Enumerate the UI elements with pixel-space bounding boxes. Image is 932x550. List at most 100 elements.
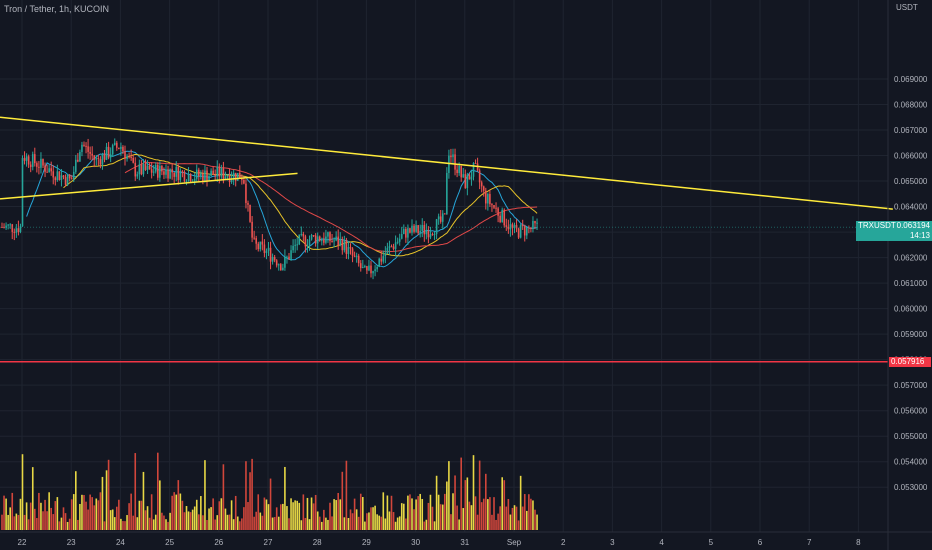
volume-bar: [99, 492, 102, 530]
volume-bar: [34, 508, 36, 530]
volume-bar: [257, 494, 260, 530]
candle-body: [181, 171, 184, 173]
candle-body: [503, 209, 506, 226]
volume-bar: [271, 517, 274, 530]
candle-body: [83, 144, 85, 146]
volume-bar: [511, 507, 514, 530]
volume-bar: [376, 514, 378, 530]
volume-bar: [11, 492, 14, 530]
volume-bar: [411, 498, 413, 530]
volume-bar: [175, 494, 178, 530]
y-tick-label: 0.054000: [894, 458, 928, 467]
volume-bar: [480, 502, 483, 530]
volume-bar: [15, 513, 18, 530]
volume-bar: [318, 516, 321, 530]
candle-body: [507, 226, 510, 230]
volume-bar: [56, 497, 59, 530]
volume-bar: [245, 461, 247, 530]
volume-bar: [144, 510, 147, 530]
volume-bar: [343, 517, 346, 530]
volume-bar: [435, 475, 438, 530]
descending-trendline[interactable]: [0, 116, 893, 210]
candle-body: [532, 220, 534, 229]
candle-body: [446, 172, 448, 215]
volume-bar: [72, 494, 75, 530]
candle-body: [165, 169, 167, 175]
candle-body: [515, 225, 518, 229]
volume-bar: [169, 512, 171, 530]
candle-body: [335, 236, 337, 241]
time-axis[interactable]: 22 23 24 25 26 27 28 29 30 31 Sep 2 3 4 5 6 7 8: [0, 531, 932, 547]
candle-body: [179, 171, 182, 180]
candle-body: [470, 176, 473, 180]
candle-body: [79, 151, 81, 162]
volume-bar: [126, 515, 128, 530]
volume-bar: [372, 507, 374, 530]
y-tick-label: 0.069000: [894, 75, 928, 84]
candle-body: [21, 158, 24, 227]
candle-body: [298, 234, 301, 245]
candle-body: [126, 156, 128, 159]
candle-body: [202, 173, 204, 182]
volume-bar: [312, 503, 315, 530]
candle-body: [157, 164, 159, 178]
volume-bar: [284, 466, 286, 530]
candle-body: [362, 267, 364, 269]
candle-body: [425, 230, 428, 235]
candle-body: [312, 235, 315, 237]
price-tag-symbol: TRXUSDT: [858, 221, 896, 231]
candle-body: [77, 159, 79, 162]
y-tick-label: 0.067000: [894, 126, 928, 135]
candle-body: [171, 169, 173, 173]
volume-bar: [292, 502, 294, 530]
candle-body: [495, 207, 497, 209]
volume-bar: [247, 502, 249, 530]
candle-body: [286, 256, 288, 258]
candle-body: [530, 227, 532, 229]
volume-bar: [472, 455, 475, 530]
candle-body: [482, 186, 485, 191]
candle-body: [300, 233, 303, 235]
candle-body: [419, 230, 421, 234]
volume-bar: [444, 493, 446, 530]
ascending-trendline[interactable]: [0, 172, 298, 200]
candle-body: [66, 174, 69, 185]
candle-body: [159, 166, 161, 178]
candle-body: [124, 151, 126, 159]
volume-bar: [470, 505, 473, 530]
volume-bar: [333, 499, 335, 530]
candle-body: [351, 248, 354, 256]
volume-bar: [345, 460, 348, 530]
volume-bar: [378, 515, 380, 530]
candle-body: [390, 246, 393, 248]
price-axis[interactable]: 0.069000 0.068000 0.067000 0.066000 0.065000…: [887, 0, 928, 550]
candle-body: [1, 226, 3, 228]
volume-bar: [341, 471, 344, 530]
candle-body: [257, 243, 260, 250]
volume-bar: [167, 521, 169, 530]
candle-body: [27, 156, 30, 165]
candle-body: [169, 169, 171, 179]
candle-body: [456, 169, 458, 174]
volume-bar: [54, 501, 57, 530]
volume-bar: [150, 494, 153, 530]
volume-bar: [491, 514, 493, 530]
candle-body: [46, 171, 48, 173]
volume-bar: [415, 499, 417, 530]
candle-body: [245, 183, 247, 203]
candle-body: [152, 171, 155, 173]
candle-body: [224, 176, 227, 179]
candle-body: [167, 169, 169, 179]
candle-body: [441, 213, 444, 222]
candle-body: [448, 155, 450, 173]
candle-body: [23, 158, 26, 161]
volume-bar: [161, 512, 163, 530]
candle-body: [487, 194, 489, 204]
candle-body: [277, 264, 280, 266]
volume-bar: [50, 507, 52, 530]
volume-bar: [482, 498, 485, 530]
volume-bar: [421, 498, 424, 530]
horizontal-level-tag: 0.057916: [889, 356, 931, 367]
candle-body: [34, 154, 36, 164]
